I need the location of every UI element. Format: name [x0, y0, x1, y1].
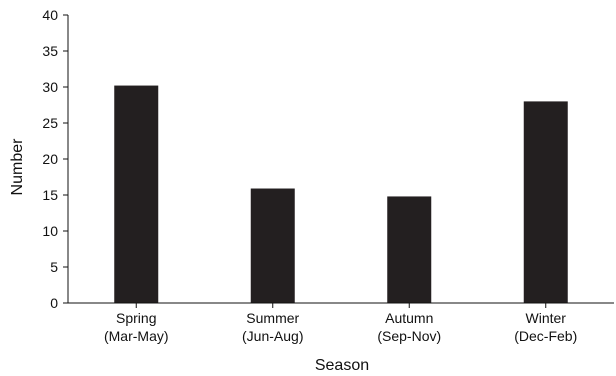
bar [250, 188, 295, 303]
x-tick-label: Summer [246, 310, 299, 326]
x-tick-label: (Dec-Feb) [514, 328, 577, 344]
y-tick-label: 15 [42, 187, 58, 203]
y-tick-label: 40 [42, 7, 58, 23]
y-tick-label: 30 [42, 79, 58, 95]
y-tick-label: 25 [42, 115, 58, 131]
y-axis-title: Number [9, 138, 26, 196]
y-tick-label: 35 [42, 43, 58, 59]
x-axis-title: Season [315, 357, 369, 374]
x-tick-label: Winter [526, 310, 567, 326]
y-tick-label: 0 [50, 295, 58, 311]
x-tick-label: (Sep-Nov) [377, 328, 441, 344]
x-axis-categories: Spring (Mar-May) Summer (Jun-Aug) Autumn (Sep… [104, 303, 577, 344]
y-tick-label: 10 [42, 223, 58, 239]
bar [114, 85, 159, 303]
x-tick-label: Spring [116, 310, 156, 326]
y-tick-label: 5 [50, 259, 58, 275]
y-axis-ticks: 0 5 10 15 20 25 30 35 40 [42, 7, 68, 311]
y-tick-label: 20 [42, 151, 58, 167]
bar-series [114, 85, 568, 304]
x-tick-label: (Mar-May) [104, 328, 169, 344]
x-tick-label: (Jun-Aug) [242, 328, 303, 344]
bar [387, 196, 432, 303]
x-tick-label: Autumn [385, 310, 433, 326]
bar [523, 101, 568, 304]
